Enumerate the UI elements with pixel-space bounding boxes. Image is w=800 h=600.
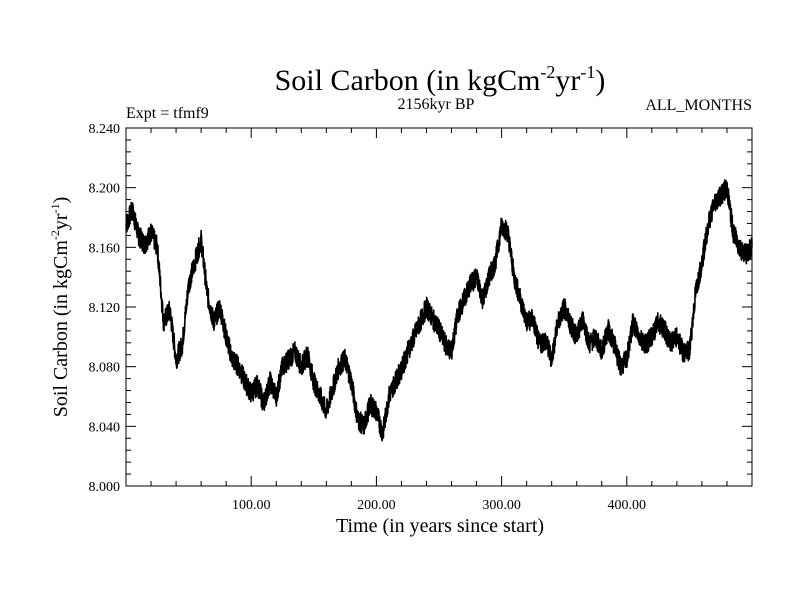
subtitle-right: ALL_MONTHS [645,97,752,114]
y-tick-label: 8.040 [89,420,121,435]
subtitle-left: Expt = tfmf9 [126,105,209,122]
x-axis-label: Time (in years since start) [336,515,544,537]
y-tick-label: 8.120 [89,301,121,316]
subtitle-center: 2156kyr BP [398,96,475,113]
y-tick-label: 8.200 [89,182,121,197]
x-tick-label: 200.00 [357,498,396,513]
series-group [125,179,753,442]
y-tick-label: 8.240 [89,122,121,137]
x-tick-label: 400.00 [608,498,647,513]
x-tick-label: 300.00 [482,498,521,513]
x-axis-ticks [250,128,628,486]
y-tick-label: 8.160 [89,241,121,256]
y-tick-label: 8.080 [89,361,121,376]
y-tick-label: 8.000 [89,480,121,495]
y-tick-labels: 8.000 8.040 8.080 8.120 8.160 8.200 8.240 [89,122,121,495]
x-tick-labels: 100.00 200.00 300.00 400.00 [232,498,646,513]
x-axis-minor-ticks [125,128,753,486]
x-tick-label: 100.00 [232,498,271,513]
y-axis-label: Soil Carbon (in kgCm-2yr-1) [48,197,72,418]
series-line [125,179,753,442]
chart-title: Soil Carbon (in kgCm-2yr-1) [275,62,606,97]
y-axis-ticks [126,127,752,487]
